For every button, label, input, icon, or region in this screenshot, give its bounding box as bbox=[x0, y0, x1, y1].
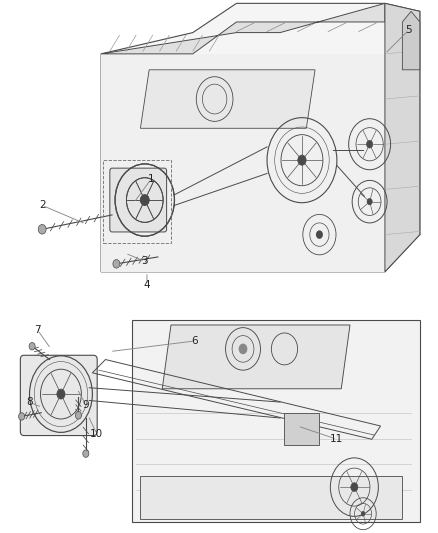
Circle shape bbox=[18, 413, 25, 420]
Text: 4: 4 bbox=[144, 280, 150, 290]
Circle shape bbox=[298, 155, 306, 165]
Circle shape bbox=[316, 230, 323, 239]
FancyBboxPatch shape bbox=[20, 356, 97, 435]
Text: 9: 9 bbox=[82, 400, 89, 410]
Circle shape bbox=[75, 411, 81, 419]
Text: 5: 5 bbox=[406, 25, 412, 35]
Text: 8: 8 bbox=[26, 397, 32, 407]
Circle shape bbox=[141, 195, 149, 205]
Polygon shape bbox=[385, 3, 420, 272]
Circle shape bbox=[38, 224, 46, 234]
Circle shape bbox=[367, 198, 372, 205]
Circle shape bbox=[83, 450, 89, 457]
Text: 11: 11 bbox=[330, 434, 343, 445]
Circle shape bbox=[29, 343, 35, 350]
Text: 2: 2 bbox=[39, 200, 46, 211]
Circle shape bbox=[361, 511, 365, 516]
Polygon shape bbox=[101, 54, 385, 272]
Text: 7: 7 bbox=[35, 325, 41, 335]
Text: 3: 3 bbox=[141, 256, 148, 266]
Circle shape bbox=[367, 140, 373, 148]
Circle shape bbox=[57, 389, 65, 399]
Circle shape bbox=[141, 195, 149, 205]
Circle shape bbox=[239, 344, 247, 354]
Polygon shape bbox=[141, 70, 315, 128]
Circle shape bbox=[351, 483, 358, 491]
FancyBboxPatch shape bbox=[110, 168, 166, 232]
Polygon shape bbox=[162, 325, 350, 389]
Polygon shape bbox=[101, 3, 385, 54]
Polygon shape bbox=[101, 3, 420, 272]
FancyBboxPatch shape bbox=[141, 477, 403, 519]
Text: 6: 6 bbox=[192, 336, 198, 346]
Polygon shape bbox=[132, 320, 420, 522]
FancyBboxPatch shape bbox=[285, 413, 319, 445]
Polygon shape bbox=[403, 11, 420, 70]
Text: 1: 1 bbox=[148, 174, 155, 184]
Circle shape bbox=[113, 260, 120, 268]
Text: 10: 10 bbox=[90, 429, 103, 439]
